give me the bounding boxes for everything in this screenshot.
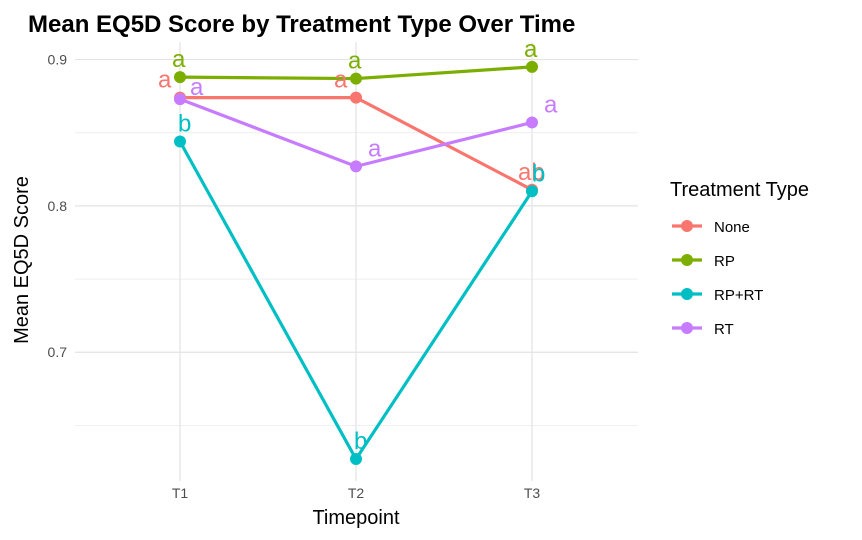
significance-letter: a [172, 46, 186, 73]
legend-label: None [714, 219, 750, 236]
y-axis-ticks: 0.7 0.8 0.9 [48, 52, 68, 361]
data-point [526, 185, 538, 198]
x-tick-label: T1 [172, 485, 189, 501]
legend-item: None [672, 219, 750, 236]
y-axis-title: Mean EQ5D Score [11, 176, 33, 344]
legend-title: Treatment Type [670, 179, 809, 201]
legend-label: RP [714, 253, 735, 270]
x-tick-label: T2 [348, 485, 365, 501]
data-point [174, 135, 186, 148]
series-points [174, 60, 538, 466]
y-tick-label: 0.8 [48, 198, 68, 214]
legend-key-point [681, 288, 693, 300]
legend-label: RP+RT [714, 287, 763, 304]
legend-item: RT [672, 321, 734, 338]
y-tick-label: 0.9 [48, 52, 68, 68]
x-axis-title: Timepoint [312, 507, 400, 529]
data-point [174, 93, 186, 106]
x-tick-label: T3 [524, 485, 541, 501]
legend-key-point [681, 322, 693, 334]
grid-lines [75, 42, 638, 481]
legend-item: RP [672, 253, 735, 270]
significance-letter: a [524, 36, 538, 63]
significance-letter: a [158, 67, 172, 94]
legend-key-point [681, 220, 693, 232]
significance-letter: a [334, 67, 348, 94]
legend-item: RP+RT [672, 287, 763, 304]
significance-letter: b [178, 111, 191, 138]
y-tick-label: 0.7 [48, 344, 68, 360]
legend-items: None RP RP+RT RT [672, 219, 763, 338]
significance-letter: b [354, 428, 367, 455]
significance-letter: a [190, 74, 204, 101]
data-point [526, 116, 538, 129]
data-point [350, 72, 362, 85]
significance-letter: a [368, 135, 382, 162]
x-axis-ticks: T1 T2 T3 [172, 485, 541, 501]
significance-letter: ab [518, 159, 545, 186]
data-point [526, 60, 538, 73]
legend-key-point [681, 254, 693, 266]
significance-letter: b [532, 160, 545, 187]
significance-letter: a [348, 48, 362, 75]
data-point [174, 71, 186, 84]
significance-letter: a [544, 91, 558, 118]
chart-title: Mean EQ5D Score by Treatment Type Over T… [28, 11, 575, 38]
data-point [350, 453, 362, 466]
legend-label: RT [714, 321, 734, 338]
data-point [350, 91, 362, 104]
legend: Treatment Type None RP RP+RT RT [670, 179, 809, 338]
data-point [350, 160, 362, 173]
